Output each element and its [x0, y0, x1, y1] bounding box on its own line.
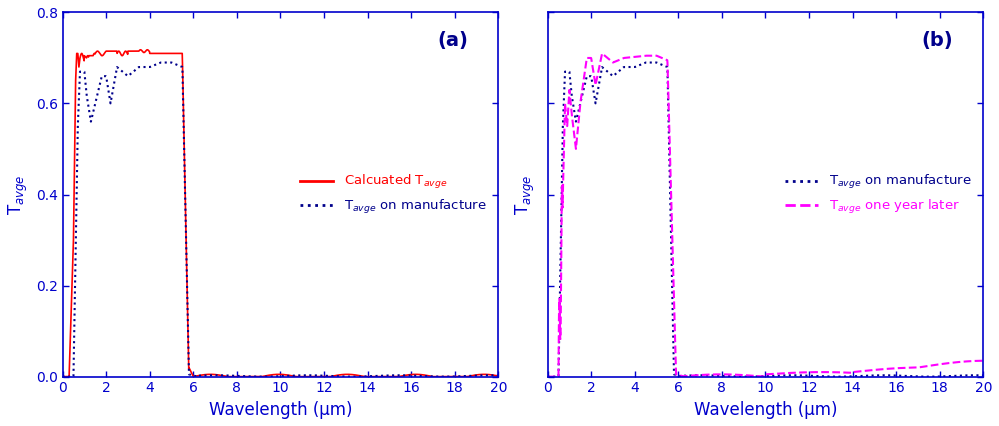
- Legend: T$_{avge}$ on manufacture, T$_{avge}$ one year later: T$_{avge}$ on manufacture, T$_{avge}$ on…: [780, 168, 977, 221]
- T$_{avge}$ on manufacture: [480, 373, 492, 378]
- Calcuated T$_{avge}$: [57, 374, 69, 379]
- Text: (a): (a): [437, 31, 468, 50]
- Y-axis label: T$_{avge}$: T$_{avge}$: [7, 174, 30, 215]
- Text: (b): (b): [921, 31, 953, 50]
- Line: T$_{avge}$ on manufacture: T$_{avge}$ on manufacture: [547, 63, 983, 377]
- T$_{avge}$ one year later: [885, 366, 897, 371]
- T$_{avge}$ on manufacture: [257, 374, 269, 379]
- Calcuated T$_{avge}$: [400, 373, 412, 378]
- Calcuated T$_{avge}$: [141, 47, 153, 52]
- T$_{avge}$ on manufacture: [965, 373, 977, 378]
- Line: Calcuated T$_{avge}$: Calcuated T$_{avge}$: [63, 50, 499, 377]
- T$_{avge}$ one year later: [965, 359, 977, 364]
- T$_{avge}$ on manufacture: [155, 60, 167, 65]
- X-axis label: Wavelength (μm): Wavelength (μm): [209, 401, 353, 419]
- T$_{avge}$ one year later: [742, 373, 754, 378]
- T$_{avge}$ one year later: [977, 358, 989, 363]
- Calcuated T$_{avge}$: [269, 372, 281, 377]
- Legend: Calcuated T$_{avge}$, T$_{avge}$ on manufacture: Calcuated T$_{avge}$, T$_{avge}$ on manu…: [295, 168, 492, 221]
- T$_{avge}$ on manufacture: [977, 373, 989, 378]
- T$_{avge}$ on manufacture: [753, 374, 765, 379]
- T$_{avge}$ one year later: [753, 374, 765, 379]
- T$_{avge}$ on manufacture: [493, 373, 504, 378]
- T$_{avge}$ on manufacture: [269, 374, 281, 379]
- Calcuated T$_{avge}$: [493, 374, 504, 379]
- T$_{avge}$ on manufacture: [639, 60, 651, 65]
- T$_{avge}$ on manufacture: [885, 373, 897, 378]
- Calcuated T$_{avge}$: [257, 374, 269, 379]
- T$_{avge}$ one year later: [596, 51, 608, 56]
- Line: T$_{avge}$ one year later: T$_{avge}$ one year later: [547, 53, 983, 377]
- T$_{avge}$ on manufacture: [79, 74, 91, 79]
- T$_{avge}$ one year later: [563, 92, 575, 97]
- Calcuated T$_{avge}$: [480, 372, 492, 377]
- T$_{avge}$ on manufacture: [400, 373, 412, 378]
- Calcuated T$_{avge}$: [79, 54, 91, 59]
- T$_{avge}$ on manufacture: [541, 374, 553, 379]
- Line: T$_{avge}$ on manufacture: T$_{avge}$ on manufacture: [63, 63, 499, 377]
- T$_{avge}$ on manufacture: [742, 374, 754, 379]
- T$_{avge}$ on manufacture: [57, 374, 69, 379]
- T$_{avge}$ one year later: [541, 374, 553, 379]
- Y-axis label: T$_{avge}$: T$_{avge}$: [513, 174, 537, 215]
- T$_{avge}$ on manufacture: [563, 74, 575, 79]
- T$_{avge}$ on manufacture: [965, 373, 977, 378]
- T$_{avge}$ one year later: [965, 359, 977, 364]
- X-axis label: Wavelength (μm): Wavelength (μm): [693, 401, 837, 419]
- T$_{avge}$ on manufacture: [480, 373, 492, 378]
- Calcuated T$_{avge}$: [480, 372, 492, 377]
